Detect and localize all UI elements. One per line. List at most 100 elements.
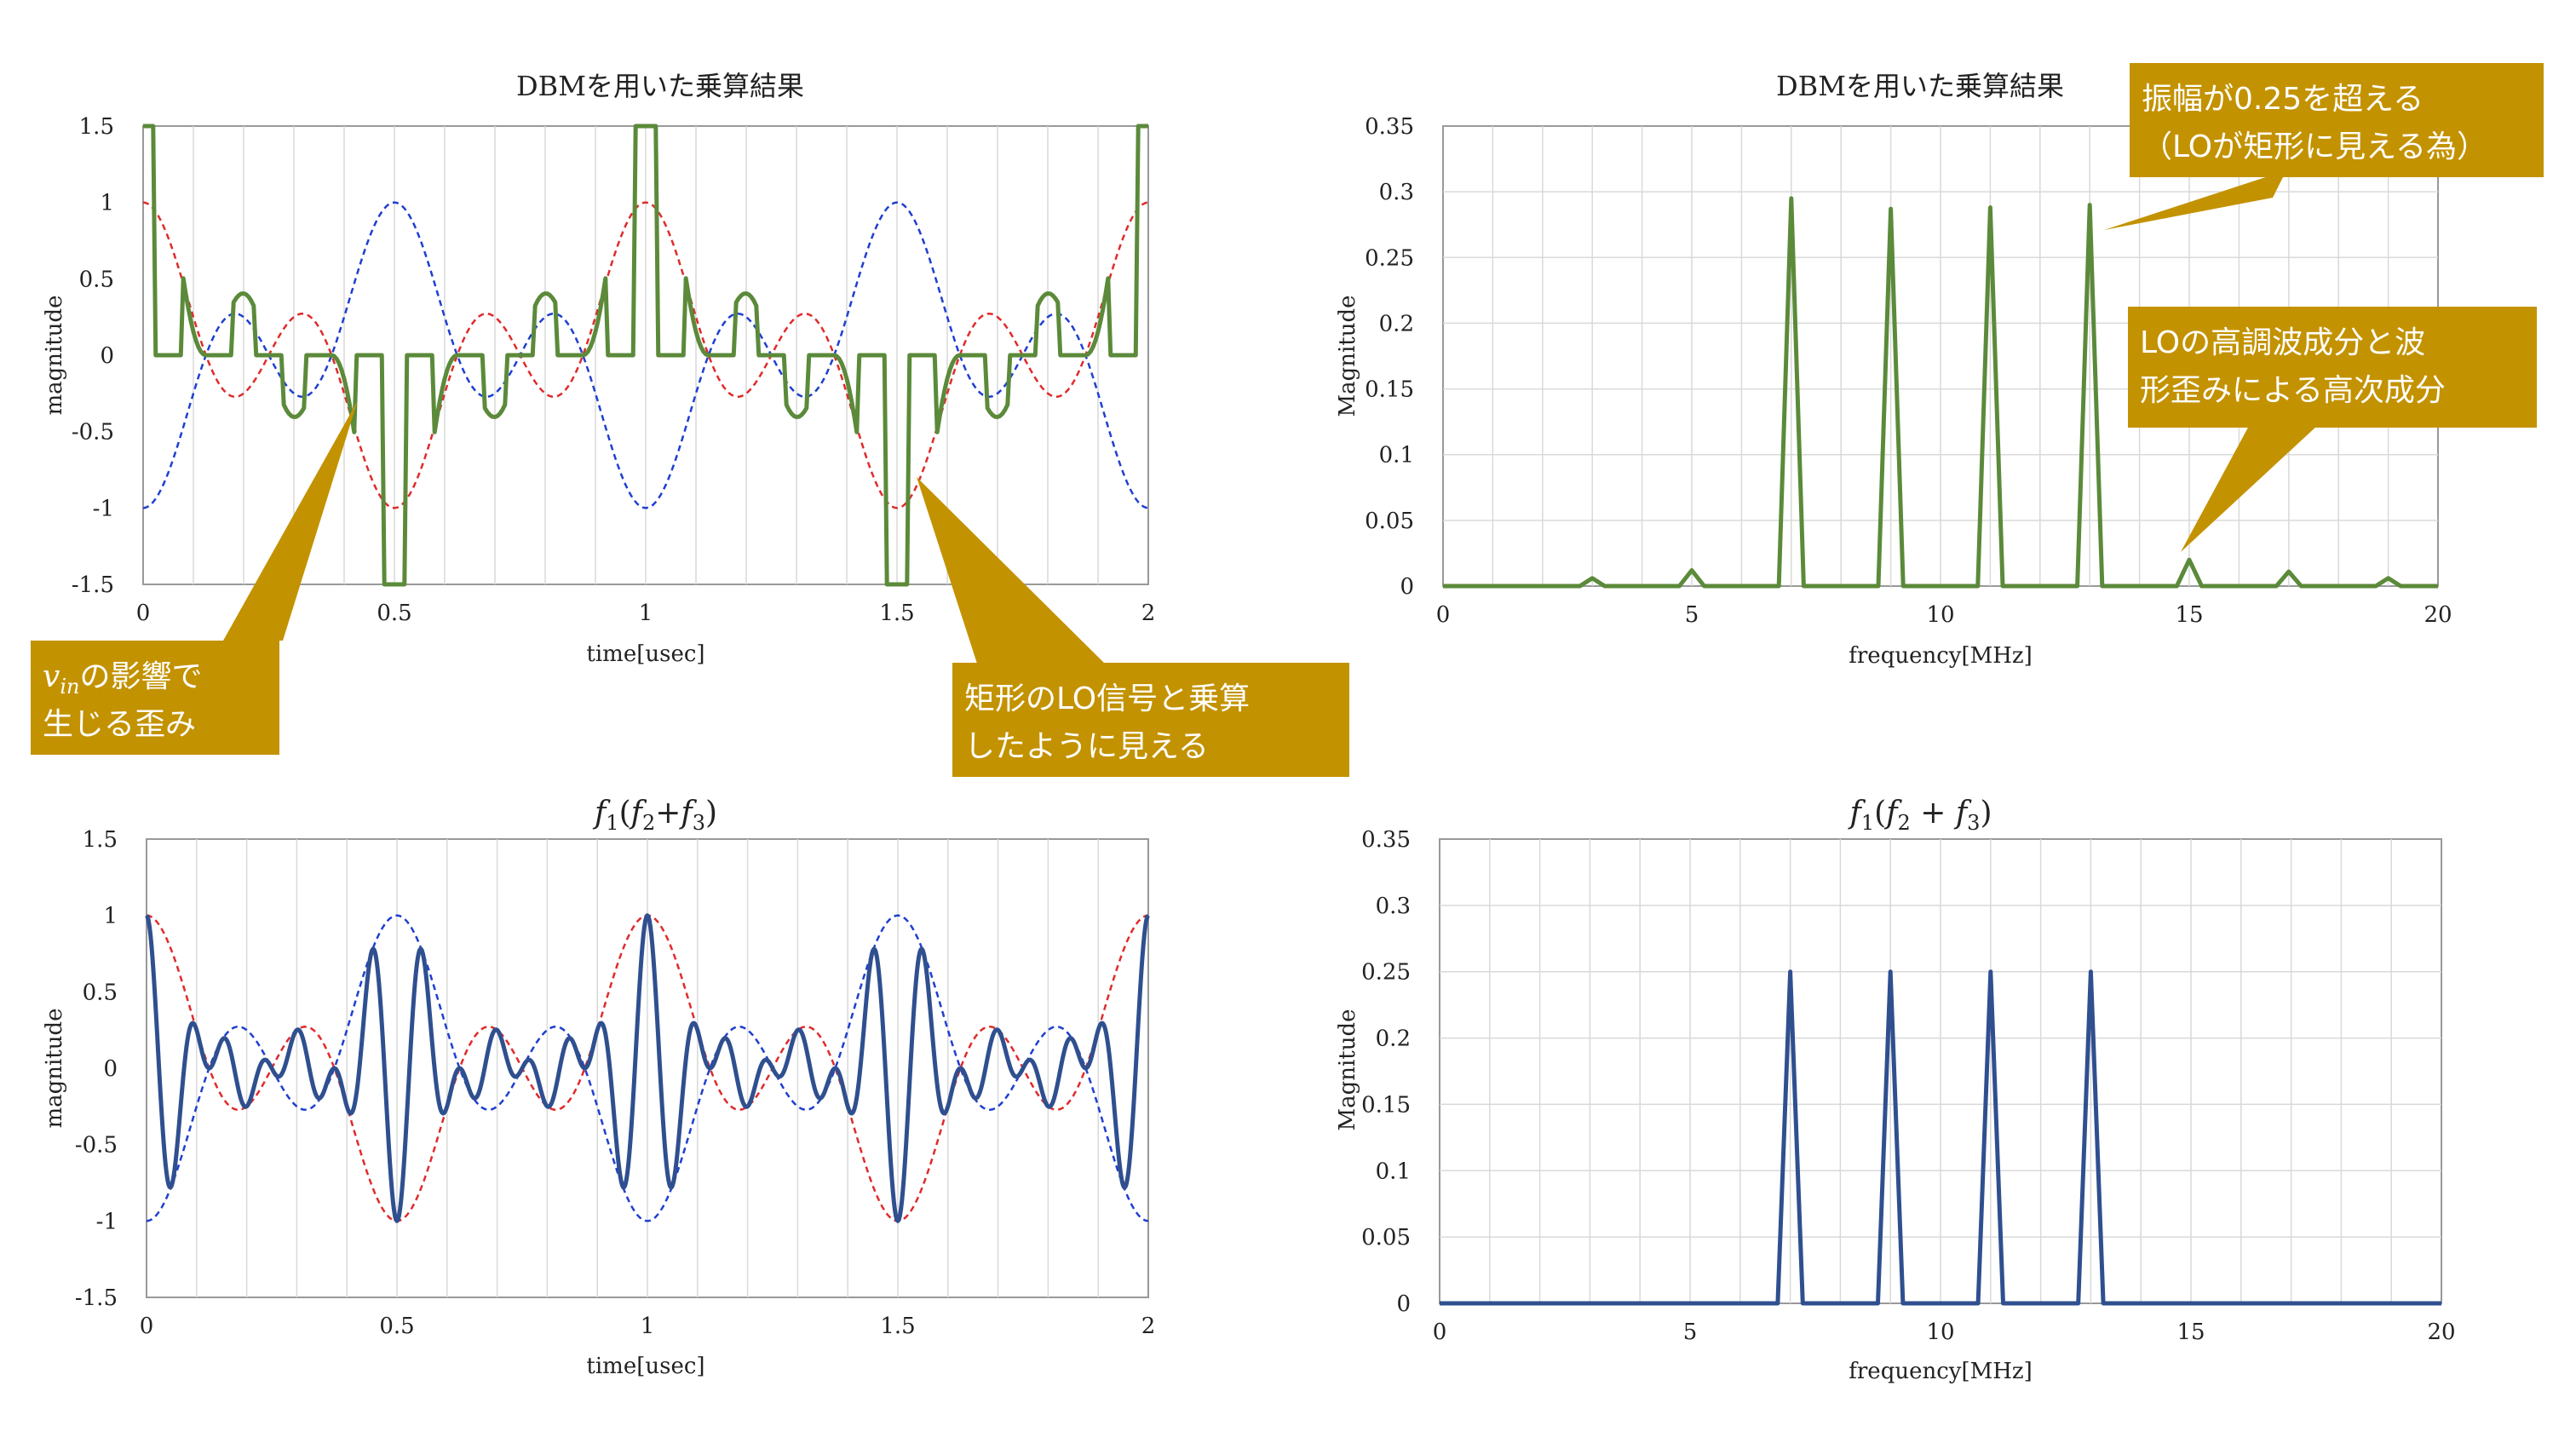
chart-title: f1(f2+f3) <box>592 796 717 835</box>
y-tick-labels: 0 0.05 0.1 0.15 0.2 0.25 0.3 0.35 <box>1365 114 1414 600</box>
chart-title: DBMを用いた乗算結果 <box>1776 70 2064 102</box>
title-paren-close: ) <box>1980 796 1992 831</box>
callout-rect-line1: 矩形のLO信号と乗算 <box>964 681 1250 716</box>
callout-amp-box <box>2130 63 2544 177</box>
title-sub-2: 2 <box>1897 811 1910 835</box>
y-tick-label: 0.25 <box>1361 960 1411 986</box>
callout-vin-pointer <box>223 400 358 641</box>
signal-line <box>1443 196 2438 589</box>
callout-harm-pointer <box>2181 426 2317 552</box>
x-tick-label: 0.5 <box>377 601 411 626</box>
signal-line <box>1440 969 2441 1306</box>
callout-amp: 振幅が0.25を超える （LOが矩形に見える為） <box>2104 63 2544 230</box>
x-tick-labels: 0 0.5 1 1.5 2 <box>140 1314 1156 1339</box>
y-tick-label: 0.2 <box>1376 1026 1411 1052</box>
title-plus: + <box>655 796 681 831</box>
x-tick-label: 1.5 <box>879 601 914 626</box>
y-tick-label: 0.25 <box>1365 245 1414 271</box>
y-tick-label: 1.5 <box>83 827 118 853</box>
y-tick-label: 0 <box>1400 574 1414 600</box>
callout-rect-box <box>952 663 1349 777</box>
callout-harm-box <box>2128 307 2537 428</box>
callout-amp-line1: 振幅が0.25を超える <box>2142 82 2424 117</box>
y-tick-label: 0 <box>100 343 114 369</box>
y-tick-label: -0.5 <box>72 420 114 446</box>
x-tick-label: 5 <box>1683 1320 1698 1345</box>
x-tick-label: 0 <box>1436 602 1451 628</box>
title-plus: + <box>1911 796 1956 831</box>
y-axis-label: Magnitude <box>1335 1009 1360 1130</box>
y-tick-label: 0.2 <box>1379 311 1414 336</box>
x-axis-label: frequency[MHz] <box>1849 643 2033 669</box>
vin-suffix: の影響で <box>79 659 202 694</box>
y-tick-label: 1.5 <box>79 114 114 140</box>
x-tick-label: 20 <box>2424 602 2452 628</box>
title-sub-1: 1 <box>606 811 618 835</box>
series-group <box>145 913 1150 1223</box>
x-axis-label: frequency[MHz] <box>1849 1359 2033 1384</box>
series-group <box>1443 196 2438 589</box>
y-axis-label: magnitude <box>42 295 67 415</box>
x-tick-labels: 0 5 10 15 20 <box>1433 1320 2456 1345</box>
y-tick-label: 1 <box>100 191 114 216</box>
envelope-line <box>142 201 1149 509</box>
x-tick-label: 5 <box>1685 602 1699 628</box>
series-group <box>142 124 1149 587</box>
y-axis-label: Magnitude <box>1335 295 1360 417</box>
callout-rect-line2: したように見える <box>964 729 1209 764</box>
callout-harm: LOの高調波成分と波 形歪みによる高次成分 <box>2128 307 2537 552</box>
callout-vin-line1: vinの影響で <box>43 659 203 699</box>
y-tick-label: -1 <box>93 496 114 521</box>
title-sub-3: 3 <box>1967 811 1980 835</box>
y-tick-label: 0.5 <box>83 980 118 1005</box>
y-tick-label: 0.1 <box>1376 1159 1411 1184</box>
callout-amp-line2: （LOが矩形に見える為） <box>2142 129 2487 164</box>
callout-vin-line2: 生じる歪み <box>43 707 196 742</box>
callout-rect: 矩形のLO信号と乗算 したように見える <box>917 477 1349 777</box>
chart-title: DBMを用いた乗算結果 <box>516 70 804 102</box>
x-tick-label: 0.5 <box>379 1314 414 1339</box>
y-tick-label: 0.05 <box>1361 1225 1411 1251</box>
series-group <box>1440 969 2441 1306</box>
x-tick-label: 1 <box>639 601 653 626</box>
y-tick-label: 0.15 <box>1365 377 1414 403</box>
title-sub-3: 3 <box>693 811 705 835</box>
x-tick-label: 1 <box>641 1314 655 1339</box>
grid-lines <box>193 126 1099 584</box>
x-tick-label: 0 <box>1433 1320 1447 1345</box>
y-tick-label: -1.5 <box>72 572 114 598</box>
x-tick-label: 0 <box>136 601 151 626</box>
x-tick-label: 15 <box>2176 1320 2205 1345</box>
x-tick-labels: 0 5 10 15 20 <box>1436 602 2452 628</box>
x-axis-label: time[usec] <box>586 1354 704 1379</box>
y-tick-label: 0.05 <box>1365 509 1414 534</box>
envelope-line <box>146 914 1149 1222</box>
signal-line <box>145 913 1150 1223</box>
callout-vin: vinの影響で 生じる歪み <box>31 400 358 755</box>
y-tick-label: 0.3 <box>1376 894 1411 919</box>
vin-var: v <box>43 659 60 694</box>
callout-vin-box <box>31 641 279 755</box>
title-paren-open: ( <box>619 796 631 831</box>
x-tick-label: 2 <box>1141 601 1156 626</box>
grid-lines <box>1440 839 2441 1303</box>
x-tick-label: 0 <box>140 1314 154 1339</box>
x-axis-label: time[usec] <box>586 641 704 667</box>
x-tick-label: 1.5 <box>880 1314 915 1339</box>
callout-harm-line2: 形歪みによる高次成分 <box>2140 373 2446 408</box>
title-paren-open: ( <box>1874 796 1886 831</box>
y-tick-labels: 0 0.05 0.1 0.15 0.2 0.25 0.3 0.35 <box>1361 827 1411 1317</box>
y-tick-label: 0.1 <box>1379 443 1414 469</box>
y-tick-label: 0.35 <box>1365 114 1414 140</box>
y-tick-label: -1 <box>96 1209 118 1234</box>
vin-sub: in <box>60 675 79 699</box>
y-tick-labels: -1.5 -1 -0.5 0 0.5 1 1.5 <box>72 114 114 598</box>
y-tick-label: 0.3 <box>1379 180 1414 205</box>
x-tick-label: 10 <box>1926 1320 1954 1345</box>
y-tick-label: 0.15 <box>1361 1092 1411 1118</box>
x-tick-label: 10 <box>1926 602 1954 628</box>
callout-rect-pointer <box>917 477 1107 666</box>
x-tick-label: 20 <box>2427 1320 2455 1345</box>
chart-title: f1(f2 + f3) <box>1848 796 1992 835</box>
